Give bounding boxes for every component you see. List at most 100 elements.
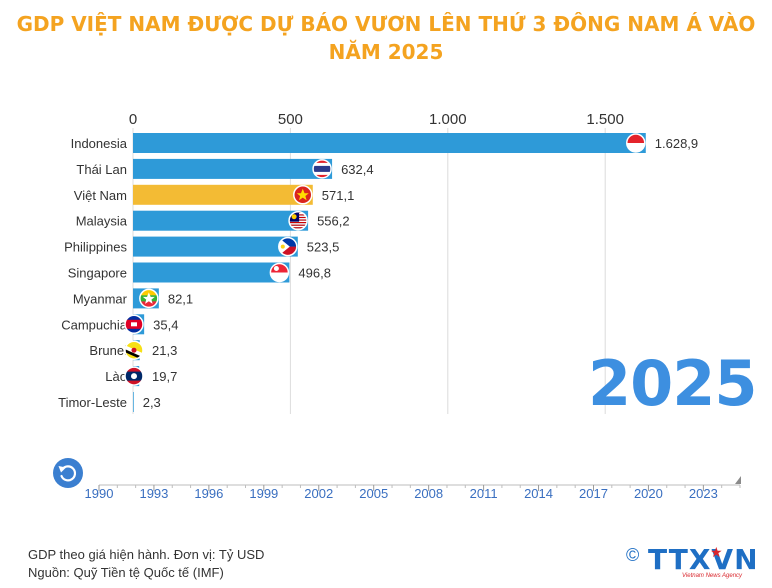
replay-button-bg [53, 458, 83, 488]
category-label: Singapore [68, 266, 127, 281]
bar [133, 210, 309, 231]
thailand-flag-icon [313, 159, 332, 178]
x-tick-label: 0 [129, 111, 137, 128]
indonesia-flag-icon [626, 134, 645, 152]
x-tick-label: 1.500 [586, 111, 624, 128]
source-note: Nguồn: Quỹ Tiền tệ Quốc tế (IMF) [28, 565, 224, 580]
flag-moon [131, 373, 137, 380]
flag-part [289, 227, 308, 229]
flag-ring [293, 185, 313, 205]
myanmar-flag-icon [139, 289, 158, 308]
copyright-symbol: © [626, 545, 640, 565]
flag-part [289, 221, 308, 224]
flag-part [289, 225, 308, 228]
timeline-label: 2014 [524, 486, 553, 501]
value-label: 21,3 [152, 343, 177, 358]
timeline-handle[interactable] [735, 476, 741, 484]
flag-ring [312, 159, 332, 179]
timeline-label: 1990 [85, 486, 114, 501]
singapore-flag-icon [270, 263, 289, 282]
chart-title: GDP VIỆT NAM ĐƯỢC DỰ BÁO VƯƠN LÊN THỨ 3 … [0, 10, 772, 66]
timeline-label: 1996 [194, 486, 223, 501]
logo-tagline: Vietnam News Agency [682, 573, 743, 579]
flag-part [289, 224, 308, 226]
bar-row: Campuchia 35,4 [61, 314, 178, 335]
flag-ring [124, 366, 144, 386]
bar-row: Brunei 21,3 [89, 340, 177, 361]
cambodia-flag-icon [125, 315, 143, 334]
flag-part [313, 165, 332, 172]
flag-part [626, 134, 645, 143]
vietnam-flag-icon [293, 185, 312, 204]
timeline-slider[interactable]: 1990 1993 1996 1999 2002 2005 2008 2011 2014 2017… [85, 476, 741, 501]
timeline-label: 1999 [249, 486, 278, 501]
value-label: 82,1 [168, 291, 193, 306]
category-label: Indonesia [71, 136, 128, 151]
flag-part [278, 237, 297, 247]
category-label: Campuchia [61, 317, 128, 332]
value-label: 19,7 [152, 369, 177, 384]
title-line-2: NĂM 2025 [328, 40, 444, 64]
ttxvn-logo: © TTXVN ★ Vietnam News Agency [626, 543, 758, 583]
flag-part [270, 272, 289, 282]
flag-ring [278, 236, 298, 257]
bar-row: Thái Lan 632,4 [76, 158, 374, 179]
bar [133, 133, 646, 153]
category-label: Lào [105, 369, 127, 384]
bar-row: Lào 19,7 [105, 366, 177, 387]
value-label: 496,8 [298, 266, 331, 281]
flag-part [270, 263, 289, 273]
replay-button[interactable] [53, 458, 83, 488]
bar [133, 236, 298, 257]
flag-ring [269, 262, 290, 283]
flag-crescent [273, 266, 279, 271]
value-label: 523,5 [307, 240, 340, 255]
bar-row: Indonesia 1.628,9 [71, 133, 698, 153]
bar-row: Singapore 496,8 [68, 262, 331, 283]
bar [133, 158, 333, 179]
star-icon: ★ [710, 544, 723, 560]
category-label: Timor-Leste [58, 395, 127, 410]
bar [133, 184, 313, 205]
flag-part [131, 322, 137, 327]
bar-row: Việt Nam 571,1 [74, 184, 355, 205]
logo-brand: TTXVN [648, 543, 759, 576]
laos-flag-icon [125, 367, 143, 386]
value-label: 1.628,9 [655, 136, 698, 151]
title-line-1: GDP VIỆT NAM ĐƯỢC DỰ BÁO VƯƠN LÊN THỨ 3 … [16, 12, 756, 36]
flag-ring [288, 210, 308, 231]
flag-sun [280, 244, 285, 249]
replay-arc [60, 465, 77, 482]
value-label: 556,2 [317, 214, 350, 229]
flag-crescent [291, 214, 297, 220]
flag-ring [626, 133, 646, 153]
bar [133, 262, 290, 283]
x-tick-label: 1.000 [429, 111, 467, 128]
flag-star [296, 188, 309, 201]
footer: GDP theo giá hiện hành. Đơn vị: Tỷ USD N… [28, 546, 264, 582]
timeline-label: 2005 [359, 486, 388, 501]
bar-row: Malaysia 556,2 [76, 210, 350, 231]
category-label: Myanmar [73, 291, 128, 306]
timeline-label: 2023 [689, 486, 718, 501]
flag-part [278, 246, 297, 256]
flag-part [626, 143, 645, 152]
unit-note: GDP theo giá hiện hành. Đơn vị: Tỷ USD [28, 547, 265, 562]
value-label: 632,4 [341, 162, 374, 177]
timeline-label: 2011 [470, 486, 498, 501]
replay-icon [58, 465, 77, 482]
timeline-label: 2008 [414, 486, 443, 501]
category-label: Philippines [64, 240, 127, 255]
timeline-label: 2020 [634, 486, 663, 501]
flag-ring [124, 314, 144, 335]
category-label: Việt Nam [74, 188, 127, 203]
category-label: Brunei [89, 343, 127, 358]
bar-row: Timor-Leste 2,3 [58, 392, 161, 412]
category-label: Malaysia [76, 214, 128, 229]
value-label: 35,4 [153, 317, 178, 332]
flag-part [289, 223, 308, 225]
value-label: 571,1 [322, 188, 355, 203]
timeline-label: 2002 [304, 486, 333, 501]
category-label: Thái Lan [76, 162, 127, 177]
